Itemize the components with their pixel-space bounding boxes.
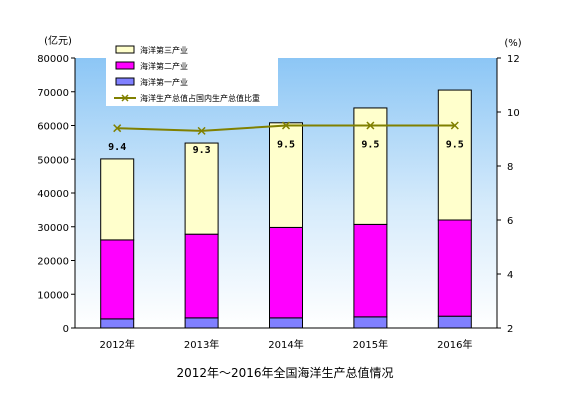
ratio-line-marker bbox=[450, 121, 459, 130]
ratio-data-label: 9.5 bbox=[361, 140, 379, 151]
bar-segment-primary bbox=[184, 317, 219, 329]
left-tick-label: 80000 bbox=[37, 54, 69, 65]
bar-segment-primary bbox=[437, 315, 472, 329]
x-tick-label: 2013年 bbox=[184, 338, 219, 351]
bar-segment-tertiary bbox=[437, 89, 472, 221]
left-tick-label: 0 bbox=[63, 324, 69, 335]
legend-swatch bbox=[115, 77, 135, 86]
left-tick-label: 30000 bbox=[37, 223, 69, 234]
legend-swatch bbox=[115, 61, 135, 70]
x-axis-labels: 2012年 2013年 2014年 2015年 2016年 bbox=[99, 338, 472, 351]
bar-segment-tertiary bbox=[100, 158, 135, 241]
right-axis: 2 4 6 8 10 12 (%) bbox=[496, 38, 522, 335]
x-tick-label: 2016年 bbox=[437, 338, 472, 351]
right-axis-unit: (%) bbox=[504, 38, 521, 49]
left-tick-label: 40000 bbox=[37, 189, 69, 200]
bar-segment-primary bbox=[100, 318, 135, 329]
ratio-line: 9.4 9.3 9.5 9.5 9.5 bbox=[108, 121, 464, 156]
left-tick-label: 50000 bbox=[37, 155, 69, 166]
right-tick-label: 8 bbox=[507, 162, 513, 173]
legend-label: 海洋生产总值占国内生产总值比重 bbox=[140, 93, 260, 103]
ratio-data-label: 9.5 bbox=[277, 140, 295, 151]
right-tick-label: 4 bbox=[507, 270, 513, 281]
marker-stroke bbox=[113, 124, 122, 133]
legend-box bbox=[106, 40, 278, 106]
marker-stroke bbox=[281, 121, 291, 130]
marker-stroke bbox=[450, 121, 459, 130]
ratio-data-label: 9.3 bbox=[193, 145, 211, 156]
legend-marker bbox=[121, 94, 129, 102]
bar-segment-primary bbox=[269, 317, 303, 329]
legend-label: 海洋第二产业 bbox=[140, 61, 188, 71]
bar-segment-tertiary bbox=[353, 107, 388, 225]
bar-segment-secondary bbox=[100, 239, 135, 320]
right-tick-label: 10 bbox=[507, 108, 520, 119]
left-tick-label: 70000 bbox=[37, 88, 69, 99]
right-tick-label: 2 bbox=[507, 324, 513, 335]
legend-label: 海洋第三产业 bbox=[140, 45, 188, 55]
bar-segment-secondary bbox=[437, 219, 472, 317]
bar-segment-secondary bbox=[269, 226, 303, 319]
left-tick-label: 20000 bbox=[37, 257, 69, 268]
x-tick-label: 2015年 bbox=[353, 338, 388, 351]
bar-segment-secondary bbox=[353, 223, 388, 318]
bar-segment-secondary bbox=[184, 233, 219, 319]
ratio-line-marker bbox=[366, 121, 375, 130]
legend-swatch bbox=[115, 45, 135, 54]
chart: 0 10000 20000 30000 40000 50000 60000 70000 8000… bbox=[37, 34, 522, 351]
ratio-line-marker bbox=[197, 126, 206, 135]
ratio-data-label: 9.4 bbox=[108, 142, 126, 153]
ratio-data-label: 9.5 bbox=[446, 140, 464, 151]
bars bbox=[100, 89, 472, 329]
marker-stroke bbox=[366, 121, 375, 130]
left-axis-unit: (亿元) bbox=[44, 34, 72, 47]
bar-segment-tertiary bbox=[184, 142, 219, 235]
left-tick-label: 10000 bbox=[37, 290, 69, 301]
x-tick-label: 2012年 bbox=[99, 338, 134, 351]
ratio-line-marker bbox=[113, 124, 122, 133]
right-tick-label: 12 bbox=[507, 54, 520, 65]
marker-stroke bbox=[197, 126, 206, 135]
bar-segment-primary bbox=[353, 316, 388, 329]
left-tick-label: 60000 bbox=[37, 122, 69, 133]
bar-segment-tertiary bbox=[269, 122, 303, 228]
x-tick-label: 2014年 bbox=[268, 338, 303, 351]
right-tick-label: 6 bbox=[507, 216, 513, 227]
legend-label: 海洋第一产业 bbox=[140, 77, 188, 87]
ratio-line-marker bbox=[281, 121, 291, 130]
chart-caption: 2012年～2016年全国海洋生产总值情况 bbox=[176, 366, 394, 380]
